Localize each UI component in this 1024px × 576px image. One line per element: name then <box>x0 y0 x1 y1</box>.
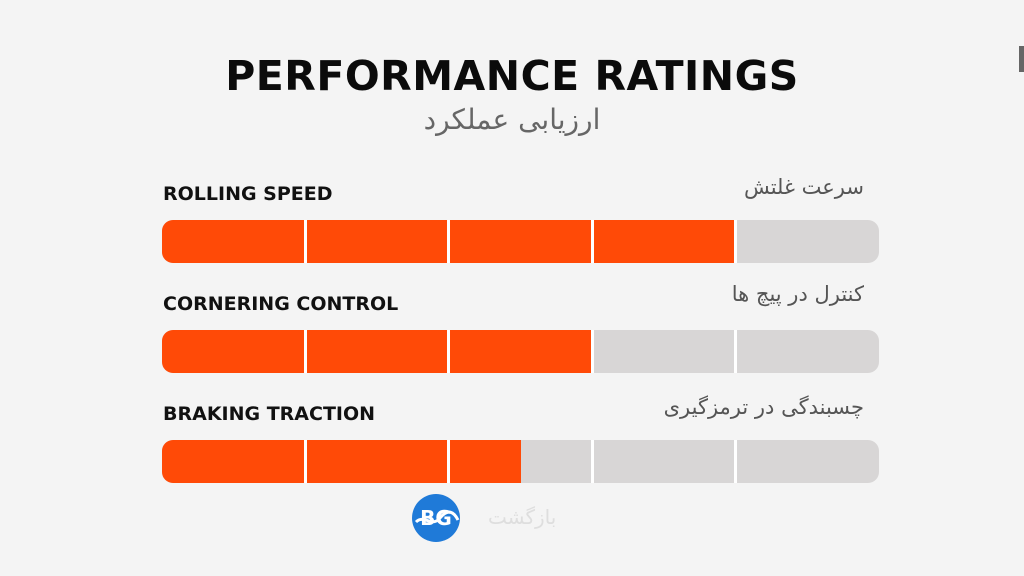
segment-divider <box>590 330 594 373</box>
segment-divider <box>734 220 738 263</box>
rating-label-cornering-control: CORNERING CONTROL <box>163 293 399 315</box>
rating-label-fa-braking-traction: چسبندگی در ترمزگیری <box>663 395 864 419</box>
brand-watermark: بازگشت <box>488 505 557 529</box>
segment-divider <box>303 440 307 483</box>
segment-divider <box>447 440 451 483</box>
segment-divider <box>447 220 451 263</box>
segment-divider <box>447 330 451 373</box>
rating-label-rolling-speed: ROLLING SPEED <box>163 183 333 205</box>
segment-divider <box>590 440 594 483</box>
rating-fill-cornering-control <box>162 330 593 373</box>
segment-divider <box>734 330 738 373</box>
rating-label-fa-rolling-speed: سرعت غلتش <box>743 175 864 199</box>
bg-logo-text: BG <box>420 506 452 530</box>
segment-divider <box>734 440 738 483</box>
rating-bar-braking-traction <box>162 440 879 483</box>
bg-logo-icon: BG <box>412 494 460 542</box>
segment-divider <box>303 330 307 373</box>
rating-bar-cornering-control <box>162 330 879 373</box>
bg-logo-swoosh <box>414 510 460 524</box>
page-title: PERFORMANCE RATINGS <box>225 52 799 100</box>
bg-logo-circle <box>412 494 460 542</box>
rating-fill-braking-traction <box>162 440 521 483</box>
rating-bar-rolling-speed <box>162 220 879 263</box>
segment-divider <box>303 220 307 263</box>
rating-label-braking-traction: BRAKING TRACTION <box>163 403 376 425</box>
rating-label-fa-cornering-control: کنترل در پیچ ها <box>731 282 864 306</box>
page-subtitle-fa: ارزیابی عملکرد <box>423 103 601 136</box>
segment-divider <box>590 220 594 263</box>
edge-mark <box>1019 46 1024 72</box>
